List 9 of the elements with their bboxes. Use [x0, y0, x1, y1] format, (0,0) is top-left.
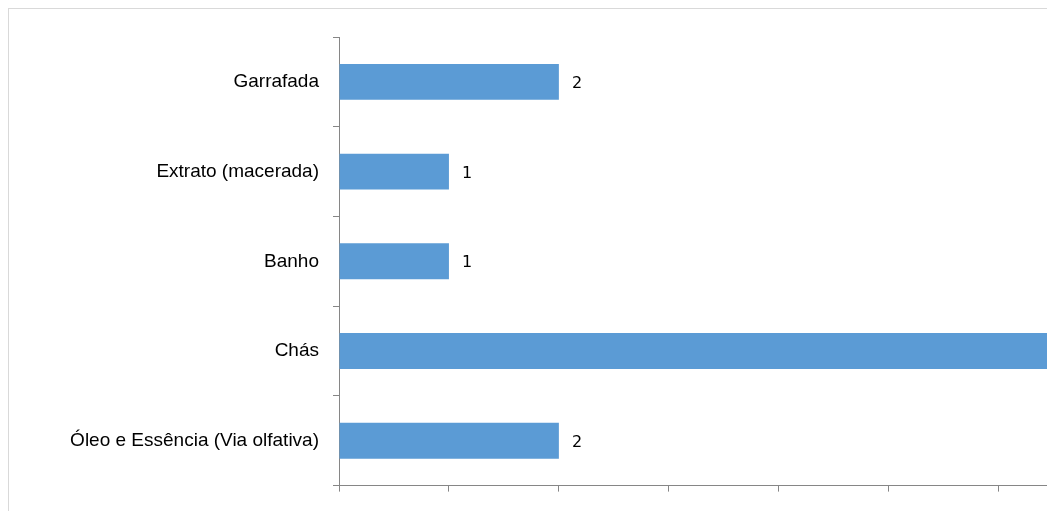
data-label: 2	[571, 431, 583, 451]
data-label: 2	[571, 73, 583, 93]
y-tick-label: Banho	[264, 249, 319, 271]
y-tick-label: Chás	[274, 339, 319, 361]
data-label: 1	[461, 252, 473, 272]
y-tick-label: Extrato (macerada)	[156, 159, 319, 181]
y-tick-label: Óleo e Essência (Via olfativa)	[70, 428, 319, 450]
data-label: 1	[461, 162, 473, 182]
y-tick-label: Garrafada	[233, 70, 320, 92]
